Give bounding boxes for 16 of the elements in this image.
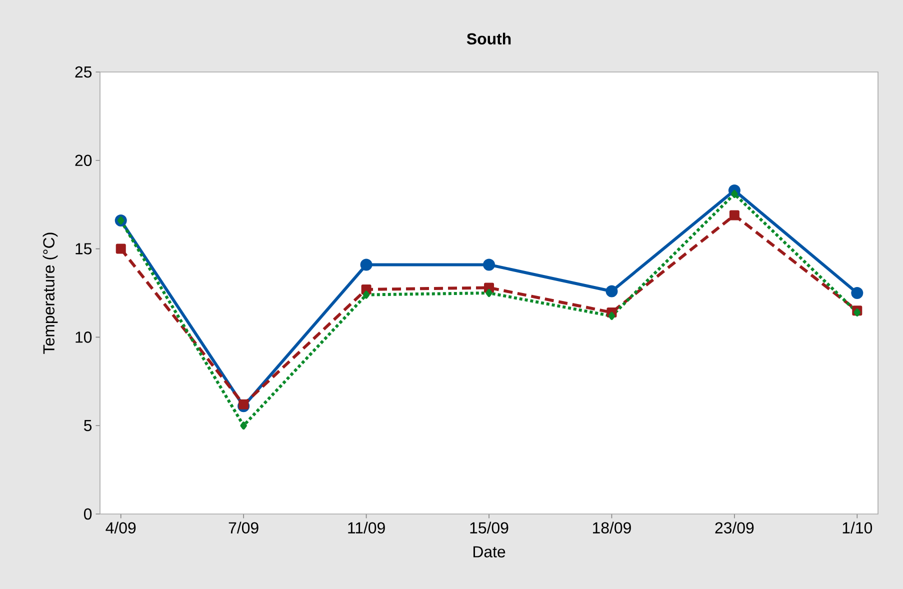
- x-tick-label: 1/10: [842, 522, 872, 534]
- y-axis-title: Temperature (°C): [42, 232, 58, 354]
- x-tick-label: 15/09: [470, 522, 508, 534]
- x-axis-title: Date: [473, 546, 506, 558]
- x-tick-label: 11/09: [348, 522, 385, 534]
- y-tick-label: 20: [75, 154, 92, 166]
- y-tick-label: 0: [84, 508, 92, 520]
- y-tick-label: 25: [75, 66, 92, 78]
- x-tick-label: 4/09: [106, 522, 136, 534]
- y-tick-label: 5: [84, 420, 92, 432]
- y-tick-label: 10: [76, 332, 92, 343]
- y-tick-label: 15: [76, 243, 92, 254]
- chart-title: South: [466, 32, 511, 44]
- x-tick-label: 23/09: [715, 522, 754, 534]
- x-tick-label: 7/09: [228, 522, 258, 534]
- x-tick-label: 18/09: [592, 522, 631, 534]
